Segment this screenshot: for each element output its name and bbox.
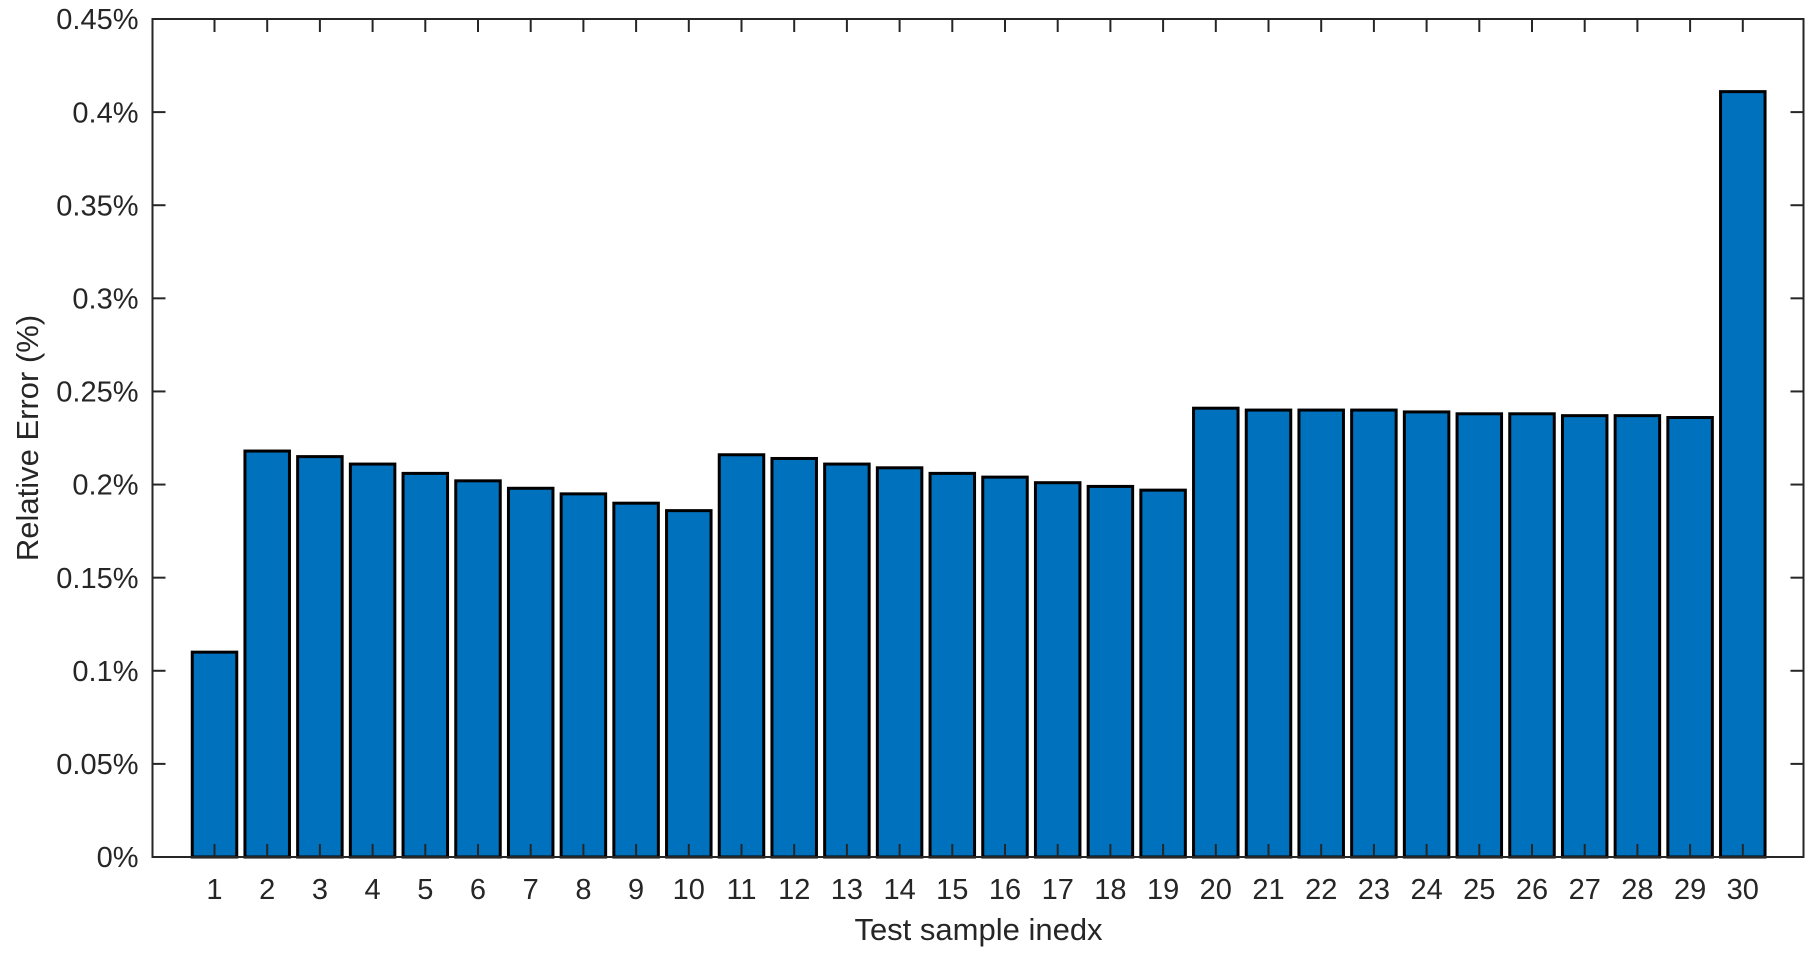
x-tick-label: 24 <box>1410 874 1442 906</box>
x-tick-label: 8 <box>575 874 591 906</box>
bar <box>928 471 977 859</box>
plot-box <box>151 18 1805 858</box>
x-tick-label: 1 <box>206 874 222 906</box>
bar <box>665 509 713 859</box>
bar <box>454 479 502 859</box>
x-tick-label: 18 <box>1094 874 1126 906</box>
bar <box>559 492 608 859</box>
bar <box>612 501 660 859</box>
x-tick-label: 6 <box>470 874 486 906</box>
y-tick-label: 0.4% <box>72 97 138 129</box>
bar <box>770 456 818 859</box>
x-tick-label: 10 <box>673 874 705 906</box>
bar <box>1402 410 1451 859</box>
y-tick-label: 0% <box>97 842 139 874</box>
x-tick-label: 7 <box>523 874 539 906</box>
bar <box>1139 488 1187 859</box>
bar <box>190 650 239 859</box>
bars <box>190 90 1767 859</box>
x-tick-label: 20 <box>1200 874 1232 906</box>
x-tick-label: 19 <box>1147 874 1179 906</box>
x-tick-label: 17 <box>1042 874 1074 906</box>
bar <box>981 475 1029 859</box>
bar <box>1086 484 1135 859</box>
x-tick-label: 2 <box>259 874 275 906</box>
bar <box>717 453 766 859</box>
bar <box>1666 416 1714 859</box>
y-tick-label: 0.15% <box>56 563 138 595</box>
bar <box>1350 408 1398 859</box>
y-tick-label: 0.1% <box>72 656 138 688</box>
x-tick-label: 26 <box>1516 874 1548 906</box>
x-tick-label: 28 <box>1621 874 1653 906</box>
bar <box>1613 414 1662 859</box>
bar <box>506 486 555 859</box>
x-tick-label: 12 <box>778 874 810 906</box>
bar <box>1192 406 1240 859</box>
axis-ticks <box>152 18 1804 858</box>
x-tick-label: 11 <box>726 874 756 906</box>
x-tick-label: 25 <box>1463 874 1495 906</box>
x-tick-label: 21 <box>1252 874 1284 906</box>
y-tick-label: 0.2% <box>72 470 138 502</box>
x-tick-label: 13 <box>831 874 863 906</box>
x-tick-label: 29 <box>1674 874 1706 906</box>
x-tick-label: 23 <box>1358 874 1390 906</box>
bar <box>296 455 344 859</box>
x-tick-label: 9 <box>628 874 644 906</box>
x-tick-label: 22 <box>1305 874 1337 906</box>
y-tick-label: 0.3% <box>72 283 138 315</box>
y-tick-label: 0.05% <box>56 749 138 781</box>
y-tick-label: 0.45% <box>56 4 138 36</box>
x-tick-label: 27 <box>1569 874 1601 906</box>
y-tick-label: 0.25% <box>56 377 138 409</box>
bar <box>1455 412 1504 859</box>
bar <box>823 462 871 859</box>
bar <box>1508 412 1556 859</box>
bar <box>243 449 291 859</box>
x-tick-label: 3 <box>312 874 328 906</box>
bar <box>1297 408 1345 859</box>
y-tick-label: 0.35% <box>56 190 138 222</box>
bar <box>1560 414 1609 859</box>
x-tick-label: 15 <box>936 874 968 906</box>
bar <box>401 471 450 859</box>
bar <box>1244 408 1293 859</box>
x-tick-label: 14 <box>883 874 915 906</box>
x-axis-title: Test sample inedx <box>854 912 1103 947</box>
x-tick-label: 5 <box>417 874 433 906</box>
bar <box>1033 481 1082 859</box>
bar <box>1719 90 1767 859</box>
bar <box>348 462 397 859</box>
x-tick-label: 30 <box>1727 874 1759 906</box>
x-tick-label: 4 <box>365 874 381 906</box>
x-tick-label: 16 <box>989 874 1021 906</box>
bar <box>875 466 924 859</box>
